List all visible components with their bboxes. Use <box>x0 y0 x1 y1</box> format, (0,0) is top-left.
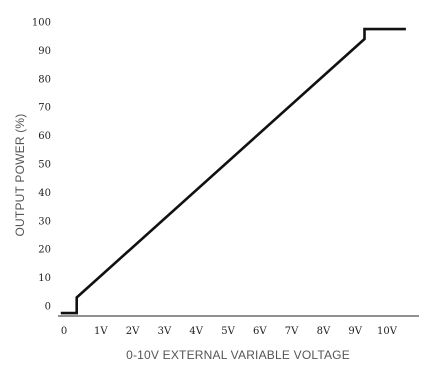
series-line <box>60 27 406 315</box>
series-layer <box>60 27 406 315</box>
x-tick-label: 4V <box>189 326 203 337</box>
x-tick-label: 3V <box>158 326 172 337</box>
x-tick-label: 2V <box>126 326 140 337</box>
y-tick-label: 10 <box>38 273 51 284</box>
x-tick-label: 6V <box>253 326 267 337</box>
x-tick-label: 7V <box>285 326 299 337</box>
x-tick-label: 0 <box>61 326 67 337</box>
x-axis-ticks: 0 1V 2V 3V 4V 5V 6V 7V 8V 9V 10V <box>61 326 398 337</box>
x-tick-label: 1V <box>94 326 108 337</box>
y-tick-label: 0 <box>45 302 51 313</box>
y-tick-label: 80 <box>38 74 51 85</box>
x-tick-label: 9V <box>348 326 362 337</box>
x-tick-label: 5V <box>221 326 235 337</box>
x-tick-label: 8V <box>317 326 331 337</box>
y-tick-label: 60 <box>38 131 51 142</box>
y-tick-label: 90 <box>38 46 51 57</box>
y-axis-label: OUTPUT POWER (%) <box>13 114 27 237</box>
x-axis-label: 0-10V EXTERNAL VARIABLE VOLTAGE <box>126 348 350 362</box>
x-tick-label: 10V <box>377 326 398 337</box>
y-tick-label: 20 <box>38 245 51 256</box>
y-tick-label: 40 <box>38 188 51 199</box>
y-tick-label: 30 <box>38 216 51 227</box>
y-tick-label: 50 <box>38 160 51 171</box>
y-tick-label: 70 <box>38 103 51 114</box>
y-axis-ticks: 0 10 20 30 40 50 60 70 80 90 100 <box>32 18 51 313</box>
y-tick-label: 100 <box>32 18 51 29</box>
